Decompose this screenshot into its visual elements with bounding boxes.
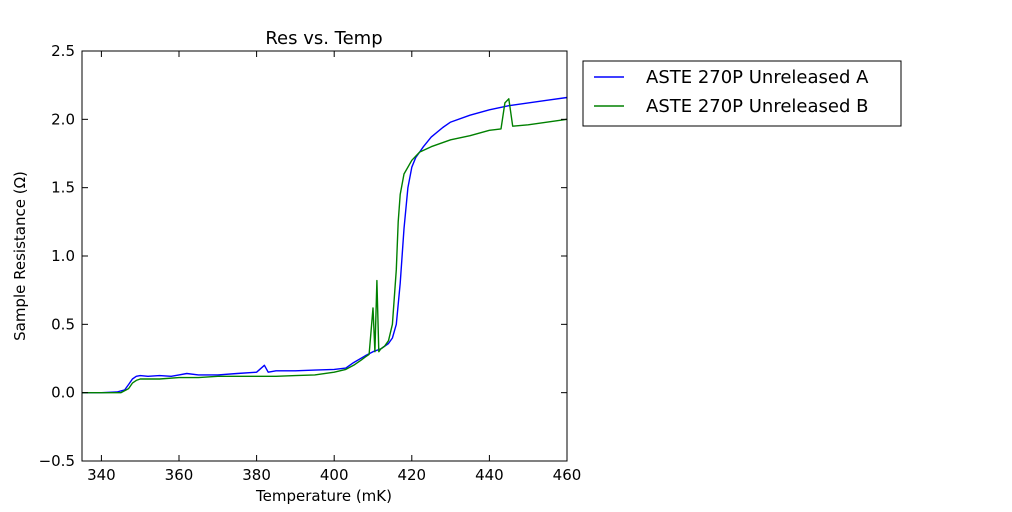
x-tick-label: 380 — [242, 466, 271, 484]
y-tick-label: 2.0 — [51, 110, 75, 128]
x-tick-label: 340 — [87, 466, 116, 484]
y-tick-label: −0.5 — [39, 452, 75, 470]
legend-box — [582, 60, 902, 127]
series-line-a — [82, 96, 568, 394]
x-axis: 340 360 380 400 420 440 460 — [87, 51, 581, 484]
y-axis: −0.5 0.0 0.5 1.0 1.5 2.0 2.5 — [39, 42, 567, 470]
x-tick-label: 360 — [165, 466, 194, 484]
legend-label-b: ASTE 270P Unreleased B — [646, 96, 868, 117]
plot-lines — [82, 96, 568, 394]
y-axis-label: Sample Resistance (Ω) — [11, 171, 29, 341]
x-tick-label: 460 — [553, 466, 582, 484]
x-tick-label: 400 — [320, 466, 349, 484]
x-tick-label: 420 — [397, 466, 426, 484]
x-axis-label: Temperature (mK) — [255, 487, 392, 505]
y-tick-label: 2.5 — [51, 42, 75, 60]
y-tick-label: 0.5 — [51, 315, 75, 333]
y-tick-label: 0.0 — [51, 384, 75, 402]
plot-frame — [81, 50, 568, 462]
legend: ASTE 270P Unreleased A ASTE 270P Unrelea… — [582, 60, 902, 127]
series-line-b — [82, 98, 568, 394]
chart-title: Res vs. Temp — [265, 28, 382, 49]
x-tick-label: 440 — [475, 466, 504, 484]
y-tick-label: 1.5 — [51, 179, 75, 197]
y-tick-label: 1.0 — [51, 247, 75, 265]
legend-label-a: ASTE 270P Unreleased A — [646, 67, 869, 88]
